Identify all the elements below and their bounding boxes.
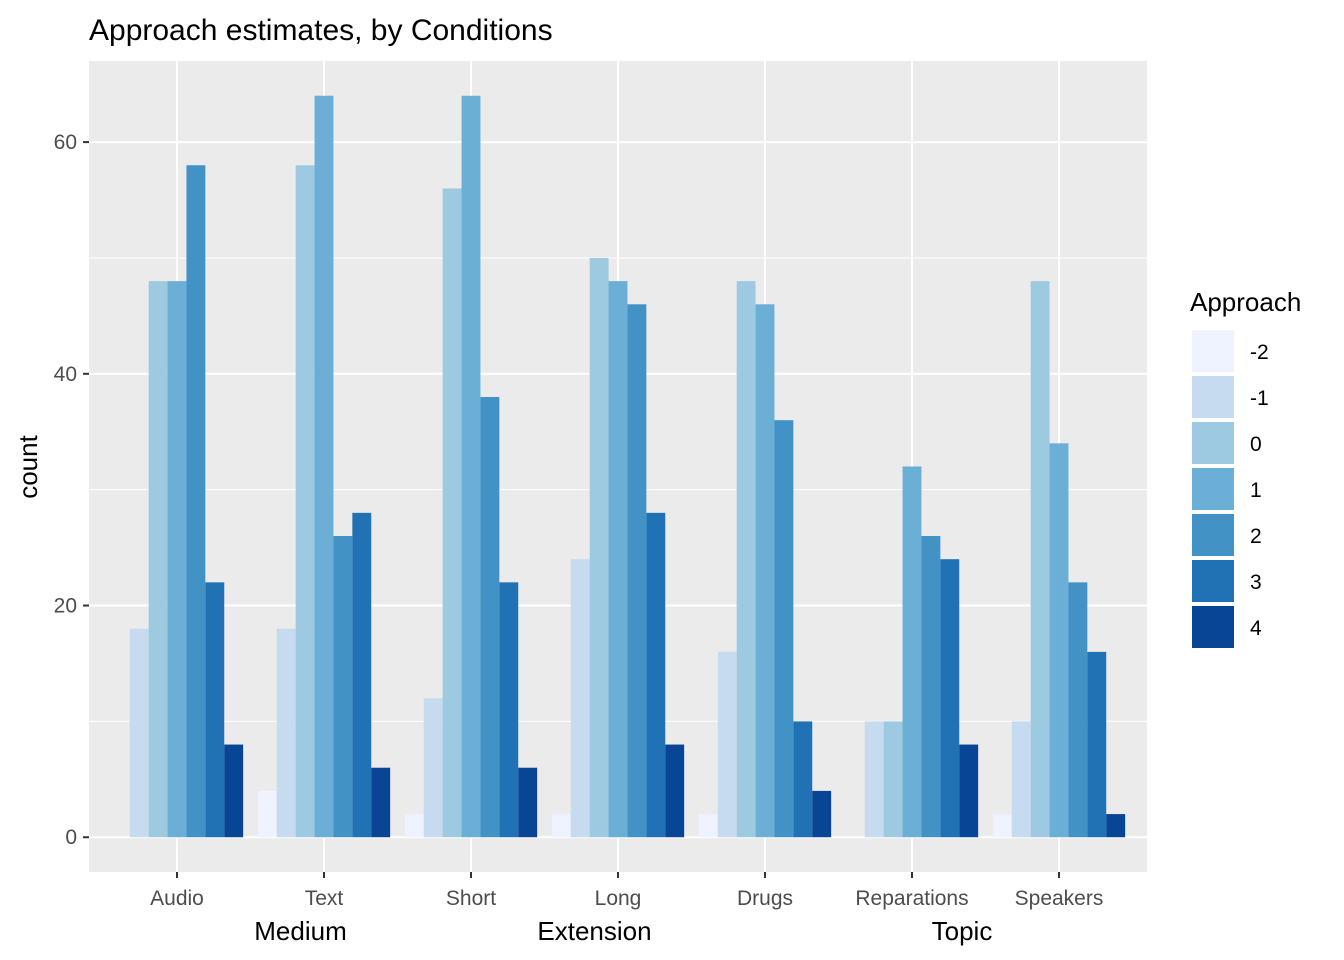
bar-audio-approach-2 [186, 165, 206, 838]
legend-label-3: 3 [1250, 571, 1262, 594]
legend-label-4: 4 [1250, 617, 1262, 640]
bar-short-approach-0 [442, 188, 462, 838]
bar-drugs-approach-0 [736, 281, 756, 838]
bar-reparations-approach-1 [902, 466, 922, 838]
bar-long-approach--1 [570, 559, 590, 838]
bar-reparations-approach--1 [864, 721, 884, 838]
bar-short-approach--1 [423, 698, 443, 838]
bar-reparations-approach-3 [940, 559, 960, 838]
bar-long-approach-0 [589, 257, 609, 838]
bar-drugs-approach--1 [717, 651, 737, 838]
x-tick-label-drugs: Drugs [737, 887, 793, 910]
legend-key-2 [1192, 514, 1234, 556]
bar-audio-approach--1 [129, 628, 149, 838]
bar-speakers-approach-1 [1049, 443, 1069, 838]
bar-long-approach-1 [608, 281, 628, 838]
bar-text-approach--2 [257, 790, 277, 838]
bar-drugs-approach-3 [793, 721, 813, 838]
bar-short-approach-2 [480, 396, 500, 838]
bar-short-approach--2 [404, 814, 424, 838]
bar-text-approach-2 [333, 536, 353, 838]
x-tick-label-short: Short [446, 887, 496, 910]
bar-short-approach-3 [499, 582, 519, 838]
bar-text-approach-0 [295, 165, 315, 838]
bar-reparations-approach-4 [959, 744, 979, 838]
chart-title: Approach estimates, by Conditions [89, 14, 553, 47]
bar-audio-approach-4 [224, 744, 244, 838]
bar-speakers-approach-3 [1087, 651, 1107, 838]
bar-drugs-approach-4 [812, 790, 832, 838]
x-tick-label-audio: Audio [150, 887, 204, 910]
legend-key--2 [1192, 330, 1234, 372]
y-tick-label: 40 [54, 363, 77, 386]
legend: -2 -1 0 1 2 3 4 [1192, 330, 1269, 648]
y-tick-label: 20 [54, 595, 77, 618]
x-tick-label-long: Long [595, 887, 642, 910]
legend-label-2: 2 [1250, 525, 1262, 548]
group-label-extension: Extension [537, 916, 651, 946]
group-label-topic: Topic [932, 916, 993, 946]
y-tick-label: 60 [54, 131, 77, 154]
legend-title: Approach [1190, 287, 1301, 317]
bar-text-approach-4 [371, 767, 391, 838]
legend-key--1 [1192, 376, 1234, 418]
bar-text-approach-3 [352, 512, 372, 838]
bar-speakers-approach-4 [1106, 814, 1126, 838]
x-tick-label-speakers: Speakers [1015, 887, 1104, 910]
y-axis-title: count [13, 434, 43, 498]
bar-drugs-approach--2 [698, 814, 718, 838]
legend-label-0: 0 [1250, 433, 1262, 456]
x-axis-ticks: Audio Text Short Long Drugs Reparations Speake… [150, 872, 1103, 910]
legend-key-1 [1192, 468, 1234, 510]
legend-label-1: 1 [1250, 479, 1262, 502]
bar-drugs-approach-1 [755, 304, 775, 838]
category-group-labels: Medium Extension Topic [254, 916, 992, 946]
x-tick-label-text: Text [305, 887, 344, 910]
bar-audio-approach-0 [148, 281, 168, 838]
bar-audio-approach-1 [167, 281, 187, 838]
bar-audio-approach-3 [205, 582, 225, 838]
legend-key-0 [1192, 422, 1234, 464]
bar-text-approach--1 [276, 628, 296, 838]
bar-speakers-approach-2 [1068, 582, 1088, 838]
bar-speakers-approach-0 [1030, 281, 1050, 838]
bar-long-approach-3 [646, 512, 666, 838]
x-tick-label-reparations: Reparations [855, 887, 968, 910]
group-label-medium: Medium [254, 916, 346, 946]
legend-key-3 [1192, 560, 1234, 602]
bar-short-approach-4 [518, 767, 538, 838]
legend-label--2: -2 [1250, 341, 1269, 364]
bar-text-approach-1 [314, 95, 334, 838]
bar-reparations-approach-0 [883, 721, 903, 838]
bar-long-approach-4 [665, 744, 685, 838]
bar-long-approach-2 [627, 304, 647, 838]
bar-drugs-approach-2 [774, 420, 794, 838]
legend-key-4 [1192, 606, 1234, 648]
y-tick-label: 0 [65, 826, 77, 849]
bar-long-approach--2 [551, 814, 571, 838]
bar-reparations-approach-2 [921, 536, 941, 838]
bar-speakers-approach--1 [1011, 721, 1031, 838]
bar-short-approach-1 [461, 95, 481, 838]
bar-speakers-approach--2 [992, 814, 1012, 838]
legend-label--1: -1 [1250, 387, 1269, 410]
bars [129, 95, 1126, 838]
y-axis-ticks: 0 20 40 60 [54, 131, 89, 849]
